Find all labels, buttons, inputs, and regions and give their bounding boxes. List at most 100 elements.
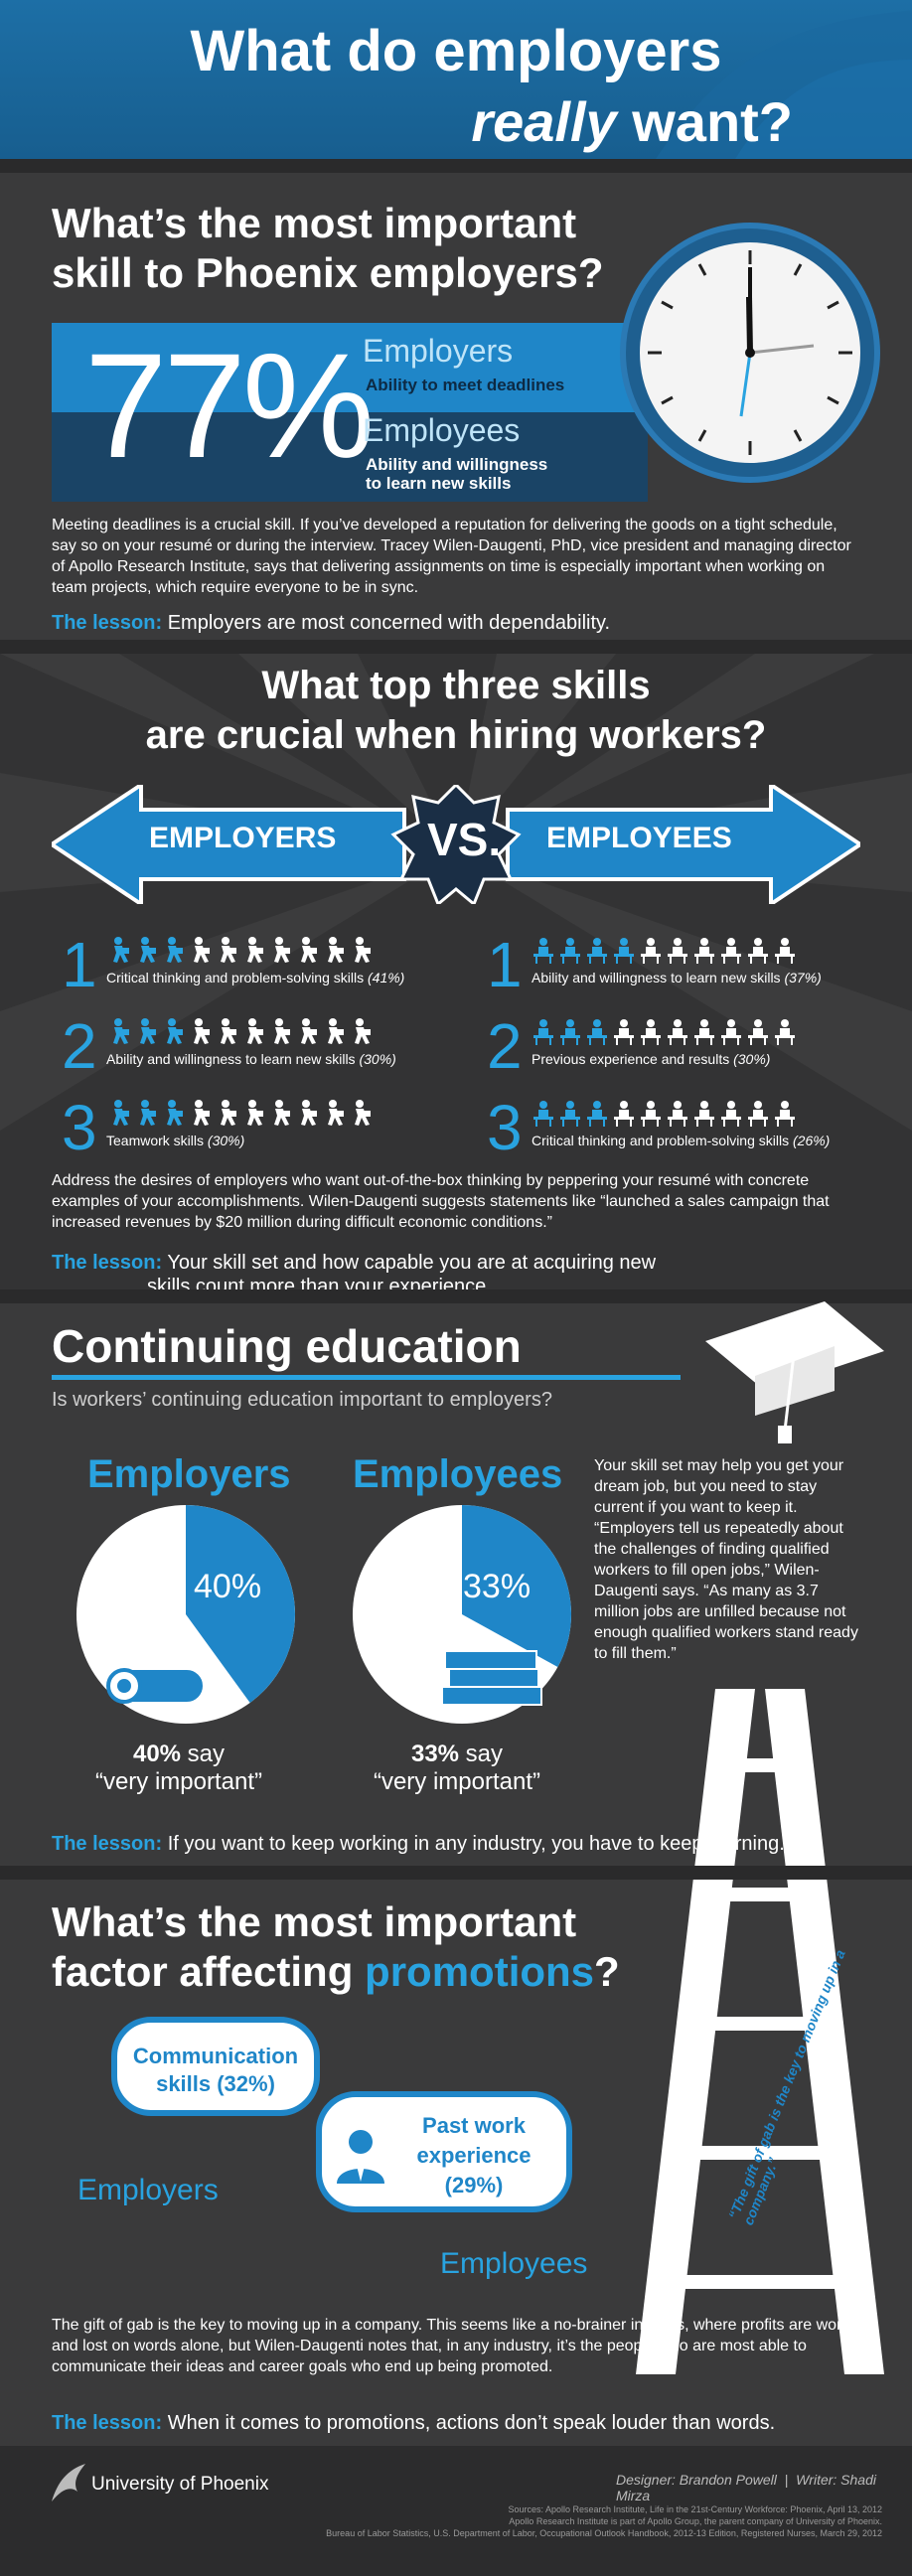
walking-worker-icon — [328, 1100, 344, 1126]
walking-worker-icon — [167, 1100, 183, 1126]
graduation-cap-icon — [705, 1301, 884, 1443]
employers-skill: Ability to meet deadlines — [366, 376, 565, 394]
walking-worker-icon — [221, 1100, 236, 1126]
communication-bubble: Communication skills (32%) — [111, 2017, 320, 2116]
section4-question-line1: What’s the most important — [52, 1898, 577, 1945]
walking-worker-icon — [194, 937, 210, 963]
desk-worker-icon — [641, 938, 661, 964]
employers-pie-label: 40% — [194, 1568, 262, 1605]
walking-worker-icon — [221, 937, 236, 963]
skill-rank: 1 — [62, 929, 97, 1000]
vs-arrows — [52, 785, 860, 904]
lesson-text: Employers are most concerned with depend… — [162, 612, 611, 634]
desk-worker-icon — [748, 1019, 768, 1045]
diploma-icon — [106, 1668, 205, 1704]
divider — [0, 159, 912, 173]
section3-subtitle: Is workers’ continuing education importa… — [52, 1389, 552, 1411]
desk-worker-icon — [587, 1019, 607, 1045]
section2-lesson: The lesson: Your skill set and how capab… — [52, 1252, 656, 1275]
clock-icon — [626, 228, 874, 477]
desk-worker-icon — [694, 1101, 714, 1127]
vs-employees-label: EMPLOYEES — [546, 822, 732, 854]
people-icons — [532, 1099, 800, 1129]
walking-worker-icon — [355, 1100, 371, 1126]
walking-worker-icon — [113, 1100, 129, 1126]
section1-question-line1: What’s the most important — [52, 200, 577, 246]
desk-worker-icon — [668, 1019, 687, 1045]
skill-label: Teamwork skills (30%) — [106, 1133, 245, 1148]
employees-pie-label: 33% — [463, 1568, 532, 1605]
section1-question: What’s the most important skill to Phoen… — [52, 199, 604, 298]
employees-say: 33% say “very important” — [373, 1741, 541, 1795]
desk-worker-icon — [533, 1101, 553, 1127]
walking-worker-icon — [140, 1100, 156, 1126]
walking-worker-icon — [301, 937, 317, 963]
lesson-label: The lesson: — [52, 1252, 163, 1274]
desk-worker-icon — [614, 938, 634, 964]
walking-worker-icon — [301, 1018, 317, 1044]
desk-worker-icon — [721, 1019, 741, 1045]
desk-worker-icon — [748, 1101, 768, 1127]
walking-worker-icon — [194, 1100, 210, 1126]
desk-worker-icon — [775, 1019, 795, 1045]
divider — [0, 1289, 912, 1303]
walking-worker-icon — [247, 937, 263, 963]
employers-say: 40% say “very important” — [94, 1741, 263, 1795]
walking-worker-icon — [355, 937, 371, 963]
phoenix-watermark-icon — [656, 10, 912, 159]
sources: Sources: Apollo Research Institute, Life… — [326, 2504, 882, 2538]
header-title-end: want? — [632, 90, 793, 153]
section4-paragraph: The gift of gab is the key to moving up … — [52, 2317, 845, 2375]
section3-title: Continuing education — [52, 1319, 681, 1380]
section3-paragraph: Your skill set may help you get your dre… — [594, 1457, 858, 1662]
skill-label: Ability and willingness to learn new ski… — [106, 1051, 396, 1067]
lesson-label: The lesson: — [52, 2412, 163, 2434]
skill-label: Previous experience and results (30%) — [532, 1051, 771, 1067]
education-employees-heading: Employees — [353, 1452, 563, 1496]
promotions-employers-label: Employers — [77, 2174, 219, 2206]
people-icons — [106, 1099, 375, 1129]
divider — [0, 1866, 912, 1880]
lesson-label: The lesson: — [52, 612, 163, 634]
desk-worker-icon — [560, 1019, 580, 1045]
desk-worker-icon — [721, 1101, 741, 1127]
desk-worker-icon — [587, 1101, 607, 1127]
section2-question: What top three skills are crucial when h… — [0, 661, 912, 760]
lesson-text: When it comes to promotions, actions don… — [162, 2412, 776, 2434]
skill-rank: 2 — [487, 1010, 523, 1082]
desk-worker-icon — [641, 1019, 661, 1045]
vs-employers-label: EMPLOYERS — [149, 822, 337, 854]
section2-paragraph: Address the desires of employers who wan… — [52, 1172, 830, 1231]
past-work-bubble: Past work experience (29%) — [316, 2091, 572, 2212]
walking-worker-icon — [167, 1018, 183, 1044]
skill-label: Ability and willingness to learn new ski… — [532, 970, 822, 985]
desk-worker-icon — [560, 938, 580, 964]
skill-label: Critical thinking and problem-solving sk… — [532, 1133, 831, 1148]
vs-label: VS. — [427, 814, 502, 865]
desk-worker-icon — [668, 1101, 687, 1127]
walking-worker-icon — [221, 1018, 236, 1044]
desk-worker-icon — [533, 1019, 553, 1045]
desk-worker-icon — [775, 938, 795, 964]
desk-worker-icon — [748, 938, 768, 964]
section4-question-line2: factor affecting promotions? — [52, 1948, 620, 1995]
walking-worker-icon — [301, 1100, 317, 1126]
phoenix-logo-icon — [52, 2464, 85, 2501]
employees-skill-line1: Ability and willingness — [366, 455, 548, 474]
worker-avatar-icon — [337, 2130, 384, 2184]
lesson-text: Your skill set and how capable you are a… — [162, 1252, 657, 1274]
header-title-line2: really want? — [471, 89, 793, 154]
employers-label: Employers — [363, 333, 514, 369]
section4-lesson: The lesson: When it comes to promotions,… — [52, 2412, 775, 2435]
people-icons — [106, 1017, 375, 1047]
section1-lesson: The lesson: Employers are most concerned… — [52, 612, 610, 635]
walking-worker-icon — [113, 937, 129, 963]
section3-lesson: The lesson: If you want to keep working … — [52, 1833, 785, 1856]
education-employers-heading: Employers — [87, 1452, 291, 1496]
walking-worker-icon — [167, 937, 183, 963]
desk-worker-icon — [775, 1101, 795, 1127]
desk-worker-icon — [587, 938, 607, 964]
footer — [0, 2446, 912, 2576]
skill-rank: 3 — [62, 1092, 97, 1163]
skill-label: Critical thinking and problem-solving sk… — [106, 970, 405, 985]
